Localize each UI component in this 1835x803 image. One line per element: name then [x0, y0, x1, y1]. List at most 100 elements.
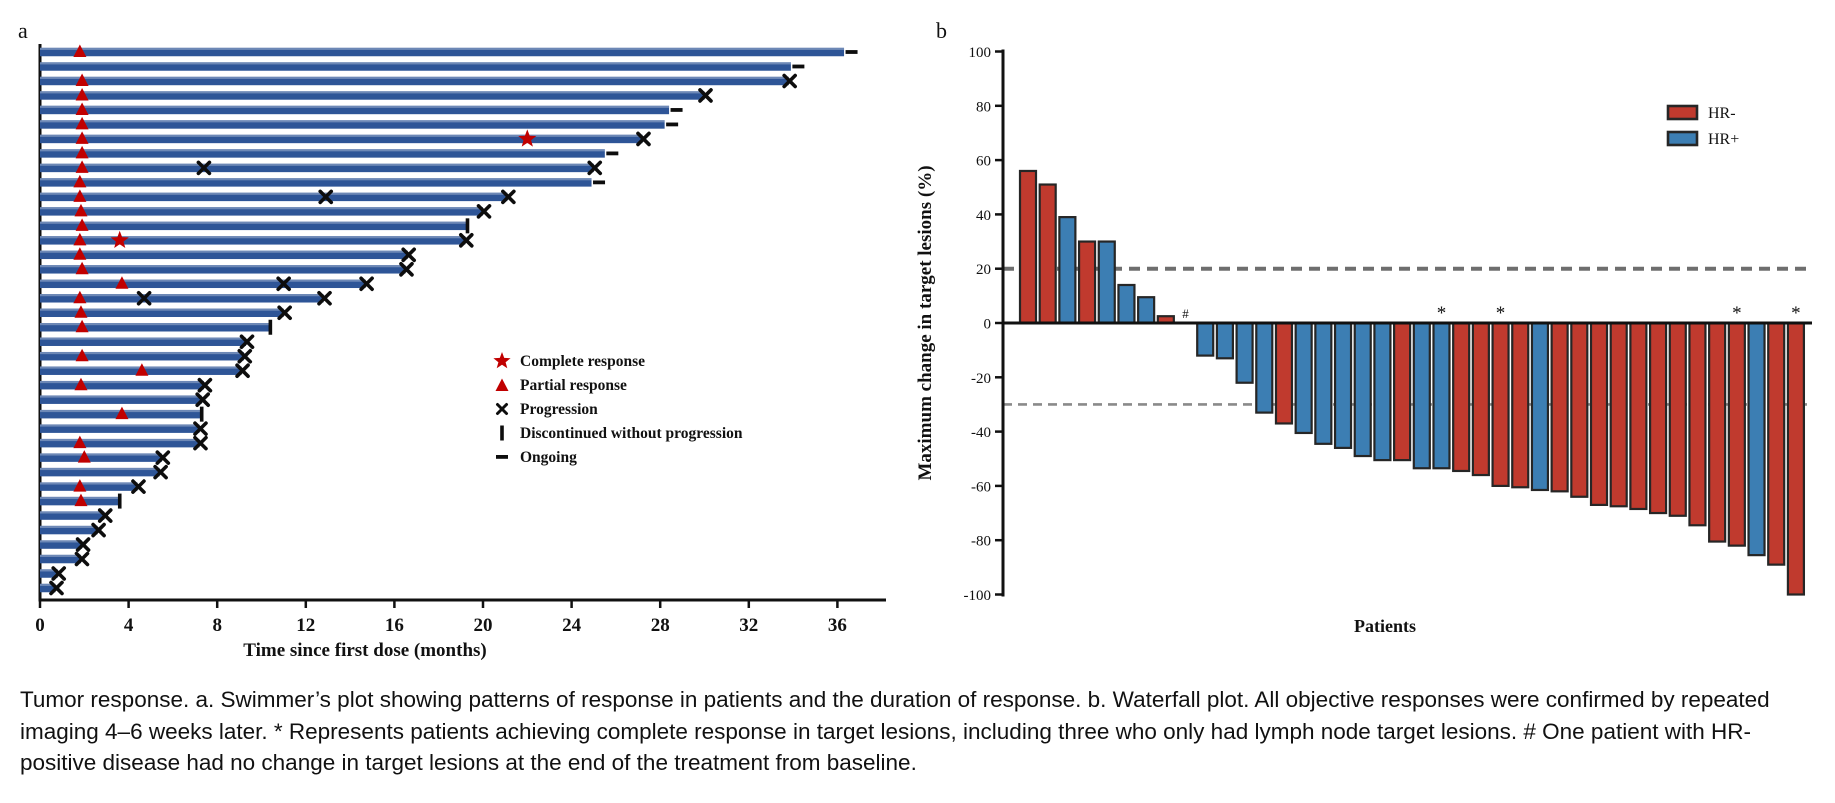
swimmer-bar: [40, 120, 665, 129]
progression-x-icon: [136, 290, 152, 306]
x-stroke: [196, 160, 212, 176]
swimmer-row: [40, 580, 64, 596]
swimmer-row: [40, 392, 210, 407]
swimmer-row: [40, 145, 619, 159]
swimmer-bar-highlight: [40, 351, 244, 355]
waterfall-bar-hr-negative: [1786, 321, 1806, 596]
partial-response-triangle-icon: [73, 247, 87, 260]
x-tick-label: 12: [296, 615, 315, 636]
swimmer-row: [40, 421, 208, 436]
swimmer-row: [40, 377, 213, 393]
partial-response-triangle-icon: [74, 377, 88, 391]
x-stroke: [136, 290, 152, 306]
y-tick-label: -80: [971, 534, 991, 550]
progression-x-icon: [401, 247, 416, 263]
swimmer-bar: [40, 482, 138, 491]
waterfall-bar-hr-positive: [1373, 321, 1392, 462]
swimmer-bar-highlight: [40, 511, 105, 514]
swimmer-bar-highlight: [40, 308, 284, 311]
partial-response-triangle-icon: [75, 116, 89, 130]
progression-x-icon: [476, 204, 492, 219]
swimmer-bar: [40, 134, 643, 144]
partial-response-triangle-icon: [75, 319, 89, 333]
x-stroke: [235, 363, 250, 379]
swimmer-plot: a 0 4 8 12 16 20 24 28 32 36 Time since first dose …: [18, 18, 886, 660]
swimmer-bar: [40, 395, 202, 404]
ongoing-dash-icon: [670, 108, 683, 112]
progression-x-icon: [399, 261, 414, 277]
swimmer-bar-highlight: [40, 91, 705, 94]
partial-response-triangle-icon: [77, 450, 91, 463]
waterfall-bar-hr-negative: [1589, 321, 1609, 507]
swimmer-bar-highlight: [40, 120, 665, 123]
y-tick-label: -60: [971, 479, 991, 495]
swimmer-bar-highlight: [40, 540, 83, 543]
swimmer-row: [40, 129, 651, 147]
partial-response-triangle-icon: [73, 232, 87, 246]
swimmer-row: [40, 450, 171, 465]
waterfall-bar-hr-negative: [1629, 321, 1648, 511]
waterfall-bar-hr-negative: [1511, 321, 1530, 489]
swimmer-bar: [40, 467, 160, 477]
x-stroke: [193, 435, 208, 451]
swimmer-bar: [40, 236, 466, 245]
progression-x-icon: [193, 435, 208, 451]
swimmer-bar-highlight: [40, 294, 324, 297]
waterfall-bar-hr-negative: [1018, 169, 1038, 325]
swimmer-row: [40, 276, 374, 292]
legend-swatch: [1666, 104, 1699, 121]
swimmer-bar: [40, 525, 98, 535]
panel-a-label: a: [18, 18, 28, 43]
swimmer-bar: [40, 322, 271, 332]
x-stroke: [51, 566, 67, 581]
waterfall-bar-hr-negative: [1570, 321, 1589, 498]
y-tick-label: 0: [984, 317, 992, 333]
x-stroke: [155, 450, 171, 465]
waterfall-bar-hr-negative: [1648, 321, 1668, 515]
waterfall-bar-hr-negative: [1038, 183, 1057, 325]
legend-label: Discontinued without progression: [520, 425, 743, 442]
swimmer-row: [40, 261, 414, 277]
waterfall-bar-hr-negative: [1767, 321, 1786, 566]
waterfall-bar-hr-positive: [1747, 321, 1766, 557]
swimmer-row: [40, 319, 273, 335]
swimmer-bar: [40, 511, 105, 520]
complete-response-asterisk-mark: *: [1437, 303, 1447, 324]
ongoing-dash-icon: [845, 50, 858, 54]
swimmer-bar-highlight: [40, 395, 202, 398]
swimmer-bar: [40, 294, 324, 303]
swimmer-row: [40, 508, 113, 523]
waterfall-bar-hr-positive: [1097, 240, 1116, 325]
progression-x-icon: [131, 479, 146, 494]
x-stroke: [476, 204, 492, 219]
swimmer-bar-highlight: [40, 207, 483, 210]
x-stroke: [401, 247, 416, 263]
partial-response-triangle-icon: [75, 102, 89, 115]
waterfall-bar-hr-negative: [1550, 321, 1569, 493]
swimmer-row: [40, 290, 332, 306]
y-tick-label: -40: [971, 425, 991, 441]
swimmer-bar-highlight: [40, 453, 162, 456]
partial-response-triangle-icon: [75, 160, 89, 173]
progression-x-icon: [317, 290, 332, 306]
x-stroke: [91, 522, 106, 538]
swimmer-bar: [40, 149, 605, 158]
complete-response-asterisk-mark: *: [1732, 303, 1742, 324]
swimmer-row: [40, 247, 416, 263]
panel-b-label: b: [936, 18, 947, 43]
complete-response-star-icon: [493, 352, 511, 369]
progression-x-icon: [501, 189, 516, 205]
legend-label: Partial response: [520, 377, 627, 394]
complete-response-star-icon: [110, 230, 129, 248]
waterfall-bar-hr-positive: [1294, 321, 1313, 435]
x-stroke: [317, 290, 332, 306]
swimmer-row: [40, 348, 253, 364]
swimmer-row: [40, 203, 492, 219]
progression-x-icon: [318, 189, 334, 205]
swimmer-bar: [40, 192, 508, 202]
swimmer-bar: [40, 438, 200, 448]
legend-swatch: [1666, 130, 1699, 147]
swimmer-bar: [40, 178, 592, 187]
swimmer-bar-highlight: [40, 583, 56, 586]
swimmer-bar-highlight: [40, 467, 160, 471]
